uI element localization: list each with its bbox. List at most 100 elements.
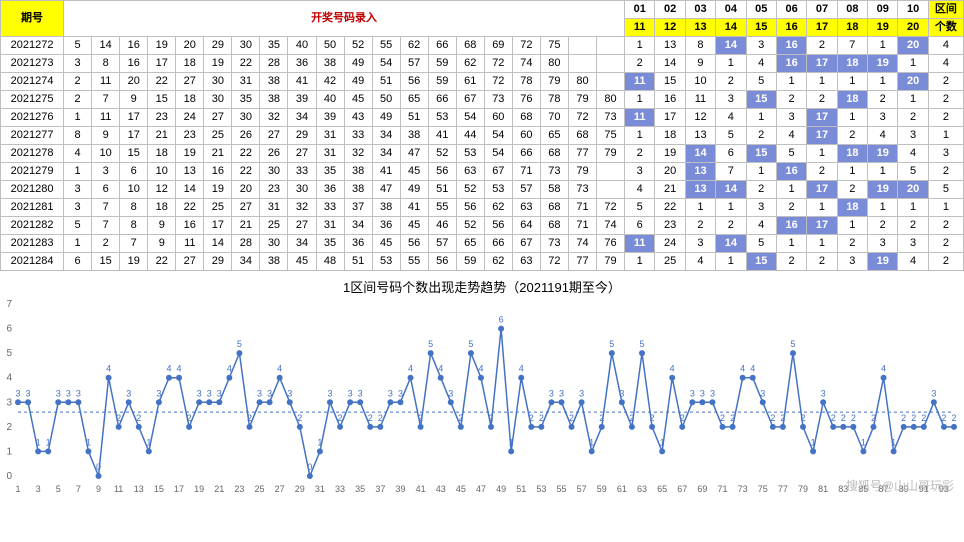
draw-cell: 3 bbox=[64, 199, 92, 217]
draw-cell: 27 bbox=[232, 199, 260, 217]
svg-text:5: 5 bbox=[639, 339, 644, 349]
stat-cell: 1 bbox=[837, 109, 867, 127]
draw-cell: 1 bbox=[64, 163, 92, 181]
draw-cell: 31 bbox=[232, 73, 260, 91]
svg-text:2: 2 bbox=[489, 413, 494, 423]
draw-cell bbox=[568, 55, 596, 73]
draw-cell: 73 bbox=[568, 181, 596, 199]
svg-text:57: 57 bbox=[577, 484, 587, 494]
svg-text:3: 3 bbox=[257, 388, 262, 398]
stat-cell: 16 bbox=[655, 91, 685, 109]
draw-cell: 41 bbox=[372, 163, 400, 181]
svg-text:2: 2 bbox=[418, 413, 423, 423]
svg-text:3: 3 bbox=[217, 388, 222, 398]
draw-cell: 17 bbox=[120, 127, 148, 145]
svg-text:2: 2 bbox=[378, 413, 383, 423]
draw-cell: 62 bbox=[484, 199, 512, 217]
stat-cell: 2 bbox=[776, 91, 806, 109]
period-cell: 2021282 bbox=[1, 217, 64, 235]
svg-text:4: 4 bbox=[277, 364, 282, 374]
draw-cell: 29 bbox=[288, 127, 316, 145]
draw-cell: 30 bbox=[204, 91, 232, 109]
header-num: 06 bbox=[776, 1, 806, 19]
svg-text:2: 2 bbox=[116, 413, 121, 423]
period-cell: 2021280 bbox=[1, 181, 64, 199]
table-row: 2021274211202227303138414249515659617278… bbox=[1, 73, 964, 91]
stat-cell: 17 bbox=[807, 109, 837, 127]
svg-text:53: 53 bbox=[536, 484, 546, 494]
svg-text:1: 1 bbox=[86, 437, 91, 447]
svg-text:3: 3 bbox=[931, 388, 936, 398]
draw-cell: 53 bbox=[372, 253, 400, 271]
svg-text:3: 3 bbox=[76, 388, 81, 398]
svg-text:3: 3 bbox=[358, 388, 363, 398]
draw-cell: 73 bbox=[540, 163, 568, 181]
draw-cell: 21 bbox=[148, 127, 176, 145]
stat-cell: 17 bbox=[807, 181, 837, 199]
stat-cell: 3 bbox=[625, 163, 655, 181]
draw-cell bbox=[568, 37, 596, 55]
draw-cell: 71 bbox=[568, 199, 596, 217]
period-cell: 2021276 bbox=[1, 109, 64, 127]
draw-cell: 58 bbox=[540, 181, 568, 199]
draw-cell: 76 bbox=[596, 235, 624, 253]
svg-text:4: 4 bbox=[177, 364, 182, 374]
header-num: 03 bbox=[685, 1, 715, 19]
stat-cell: 12 bbox=[685, 109, 715, 127]
draw-cell: 35 bbox=[316, 163, 344, 181]
stat-cell: 18 bbox=[837, 199, 867, 217]
svg-text:2: 2 bbox=[569, 413, 574, 423]
svg-text:2: 2 bbox=[951, 413, 956, 423]
draw-cell: 28 bbox=[260, 55, 288, 73]
draw-cell: 31 bbox=[316, 145, 344, 163]
draw-cell: 19 bbox=[120, 253, 148, 271]
header-num2: 12 bbox=[655, 19, 685, 37]
svg-text:1: 1 bbox=[36, 437, 41, 447]
count-cell: 4 bbox=[928, 55, 963, 73]
stat-cell: 2 bbox=[746, 181, 776, 199]
stat-cell: 13 bbox=[655, 37, 685, 55]
draw-cell: 77 bbox=[568, 253, 596, 271]
draw-cell: 54 bbox=[456, 109, 484, 127]
draw-cell: 29 bbox=[204, 37, 232, 55]
svg-text:3: 3 bbox=[700, 388, 705, 398]
stat-cell: 6 bbox=[716, 145, 746, 163]
stat-cell: 5 bbox=[776, 145, 806, 163]
draw-cell: 52 bbox=[456, 181, 484, 199]
table-row: 2021280361012141920233036384749515253575… bbox=[1, 181, 964, 199]
draw-cell: 60 bbox=[512, 127, 540, 145]
stat-cell: 2 bbox=[807, 37, 837, 55]
header-num2: 17 bbox=[807, 19, 837, 37]
draw-cell: 56 bbox=[456, 199, 484, 217]
draw-cell: 15 bbox=[92, 253, 120, 271]
svg-text:4: 4 bbox=[740, 364, 745, 374]
svg-text:1: 1 bbox=[660, 437, 665, 447]
draw-cell: 2 bbox=[64, 91, 92, 109]
svg-text:2: 2 bbox=[136, 413, 141, 423]
svg-text:3: 3 bbox=[6, 397, 12, 408]
draw-cell: 54 bbox=[372, 55, 400, 73]
period-cell: 2021274 bbox=[1, 73, 64, 91]
svg-text:4: 4 bbox=[519, 364, 524, 374]
header-num2: 20 bbox=[898, 19, 928, 37]
draw-cell: 5 bbox=[64, 217, 92, 235]
trend-chart: 0123456733113331042321344233345233432013… bbox=[0, 298, 964, 498]
svg-text:2: 2 bbox=[730, 413, 735, 423]
draw-cell: 73 bbox=[484, 91, 512, 109]
svg-text:3: 3 bbox=[579, 388, 584, 398]
stat-cell: 19 bbox=[868, 145, 898, 163]
stat-cell: 14 bbox=[716, 37, 746, 55]
count-cell: 3 bbox=[928, 145, 963, 163]
svg-text:2: 2 bbox=[780, 413, 785, 423]
svg-text:31: 31 bbox=[315, 484, 325, 494]
header-num: 10 bbox=[898, 1, 928, 19]
draw-cell: 17 bbox=[148, 55, 176, 73]
chart-container: 1区间号码个数出现走势趋势（2021191期至今） 01234567331133… bbox=[0, 271, 964, 498]
draw-cell: 47 bbox=[400, 145, 428, 163]
stat-cell: 13 bbox=[685, 181, 715, 199]
draw-cell: 35 bbox=[316, 235, 344, 253]
svg-text:65: 65 bbox=[657, 484, 667, 494]
stat-cell: 1 bbox=[776, 73, 806, 91]
draw-cell: 80 bbox=[568, 73, 596, 91]
draw-cell: 8 bbox=[64, 127, 92, 145]
